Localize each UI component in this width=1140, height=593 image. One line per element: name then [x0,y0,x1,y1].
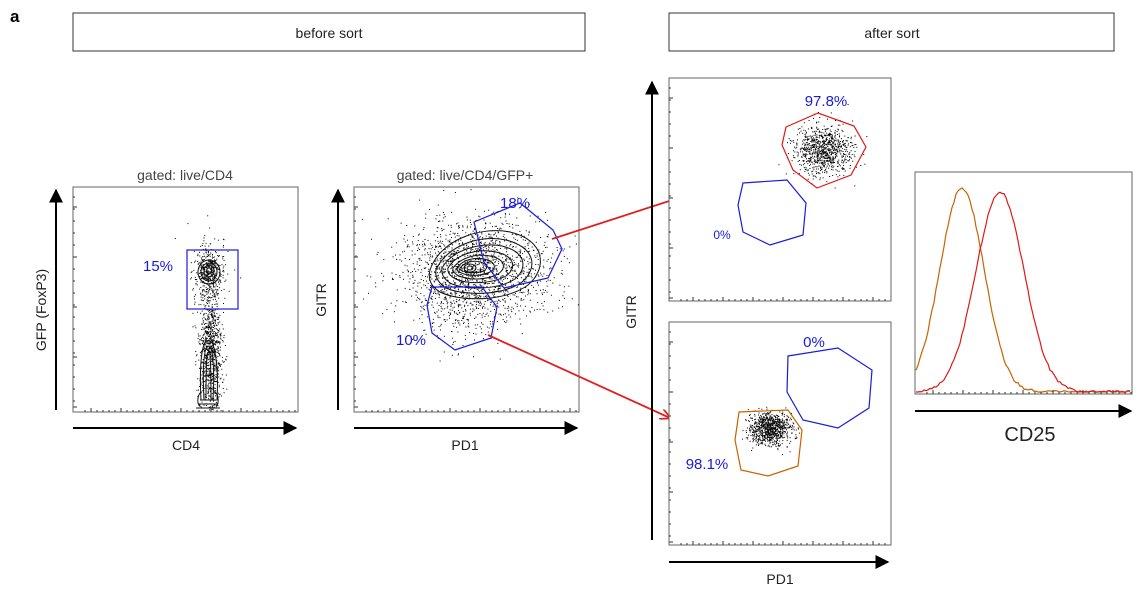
plot-pd1-gitr: gated: live/CD4/GFP+ 18% 10% PD1 GITR [313,167,580,453]
plot2-gate-high [473,202,563,289]
header-before-sort: before sort [72,12,586,52]
plot1-x-label: CD4 [172,437,200,453]
panel-letter: a [10,7,20,26]
plot2-gate-low [426,286,498,351]
plot1-gate [186,249,239,310]
after-y-label: GITR [623,295,639,328]
plot4-gate-low [734,409,803,477]
plot1-y-label: GFP (FoxP3) [33,269,49,351]
plot-after-top: 97.8% 0% [668,77,892,302]
plot2-y-label: GITR [313,283,329,316]
histogram-high-trace [916,191,1131,393]
plot1-title: gated: live/CD4 [137,167,233,183]
header-after-label: after sort [864,25,919,41]
plot-cd4-gfp: gated: live/CD4 15% CD4 GFP (FoxP3) [33,167,299,453]
arrow-to-bottom-sort [487,334,670,418]
plot1-gate-pct: 15% [143,258,173,275]
header-before-label: before sort [296,25,363,41]
histogram-cd25: CD25 [914,171,1133,446]
plot2-title: gated: live/CD4/GFP+ [397,167,534,183]
plot3-gate-low [737,179,807,246]
plot3-events [778,103,868,189]
plot3-gate-low-pct: 0% [713,228,731,242]
plot4-gate-high-pct: 0% [803,334,825,351]
plot4-gate-low-pct: 98.1% [686,456,729,473]
histogram-x-label: CD25 [1004,424,1055,446]
plot1-contours [196,259,221,409]
axis-ticks [73,87,1132,545]
header-after-sort: after sort [668,12,1115,52]
plot2-gate-low-pct: 10% [396,332,426,349]
plot3-gate-high [781,112,867,189]
plot4-gate-high [786,347,873,429]
after-x-label: PD1 [766,571,793,587]
histogram-low-trace [915,187,1131,393]
plot3-gate-high-pct: 97.8% [805,93,848,110]
plot4-events [742,406,800,456]
plot-after-bottom: 0% 98.1% [668,321,892,546]
plot2-x-label: PD1 [451,437,478,453]
plot2-gate-high-pct: 18% [500,195,530,212]
